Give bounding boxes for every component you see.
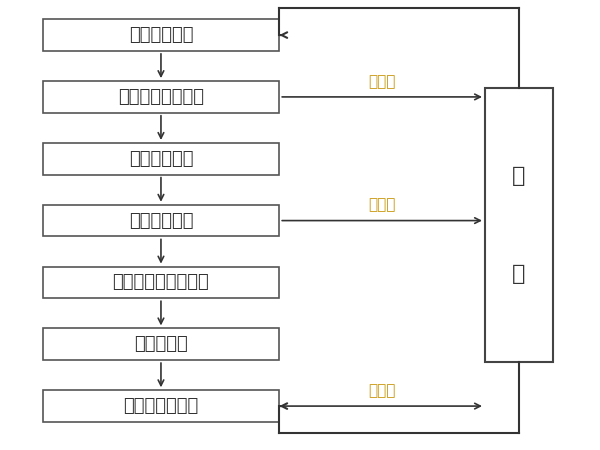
Text: 返: 返 — [512, 166, 526, 186]
Text: 下一道工序: 下一道工序 — [134, 335, 188, 353]
Text: 不合格: 不合格 — [368, 383, 396, 398]
Bar — [43, 328, 279, 360]
Text: 单项工序完成: 单项工序完成 — [129, 26, 193, 44]
Bar — [43, 81, 279, 113]
Text: 填报《质检通知单》: 填报《质检通知单》 — [113, 274, 209, 292]
Text: 不合格: 不合格 — [368, 198, 396, 213]
Text: 回: 回 — [512, 264, 526, 284]
Bar — [43, 205, 279, 237]
Text: 填报自检表格: 填报自检表格 — [129, 150, 193, 168]
Text: 监理工程师验收: 监理工程师验收 — [124, 397, 199, 415]
Bar — [43, 390, 279, 422]
Text: 不合格: 不合格 — [368, 74, 396, 89]
Bar — [43, 19, 279, 51]
Bar — [43, 266, 279, 298]
Text: 质检人员复检: 质检人员复检 — [129, 212, 193, 230]
Bar — [43, 143, 279, 175]
Bar — [485, 88, 553, 362]
Text: 班组技术人员自检: 班组技术人员自检 — [118, 88, 204, 106]
